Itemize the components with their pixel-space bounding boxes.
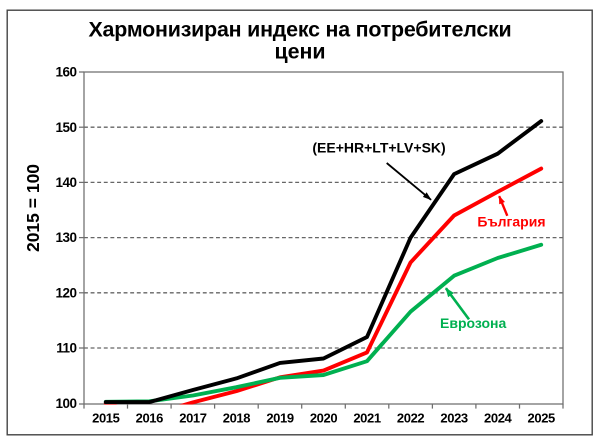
svg-text:120: 120	[55, 285, 76, 300]
svg-text:2016: 2016	[136, 411, 163, 426]
svg-text:160: 160	[55, 65, 76, 80]
svg-text:цени: цени	[274, 40, 325, 64]
svg-text:Еврозона: Еврозона	[440, 315, 506, 331]
svg-text:2022: 2022	[397, 411, 424, 426]
svg-text:110: 110	[56, 341, 76, 356]
svg-text:2015 = 100: 2015 = 100	[23, 164, 43, 252]
svg-text:2023: 2023	[440, 411, 467, 426]
svg-text:2015: 2015	[92, 411, 119, 426]
svg-text:2018: 2018	[223, 411, 250, 426]
svg-text:2025: 2025	[528, 411, 555, 426]
svg-text:2019: 2019	[266, 411, 293, 426]
svg-text:България: България	[477, 213, 545, 229]
svg-text:2021: 2021	[353, 411, 380, 426]
svg-text:150: 150	[55, 120, 76, 135]
svg-text:2017: 2017	[179, 411, 206, 426]
svg-text:140: 140	[55, 175, 76, 190]
svg-text:(EE+HR+LT+LV+SK): (EE+HR+LT+LV+SK)	[312, 140, 445, 156]
svg-text:100: 100	[55, 396, 76, 411]
svg-text:2020: 2020	[310, 411, 337, 426]
svg-text:2024: 2024	[484, 411, 512, 426]
svg-text:130: 130	[55, 230, 76, 245]
svg-text:Хармонизиран индекс на потреби: Хармонизиран индекс на потребителски	[88, 18, 511, 42]
